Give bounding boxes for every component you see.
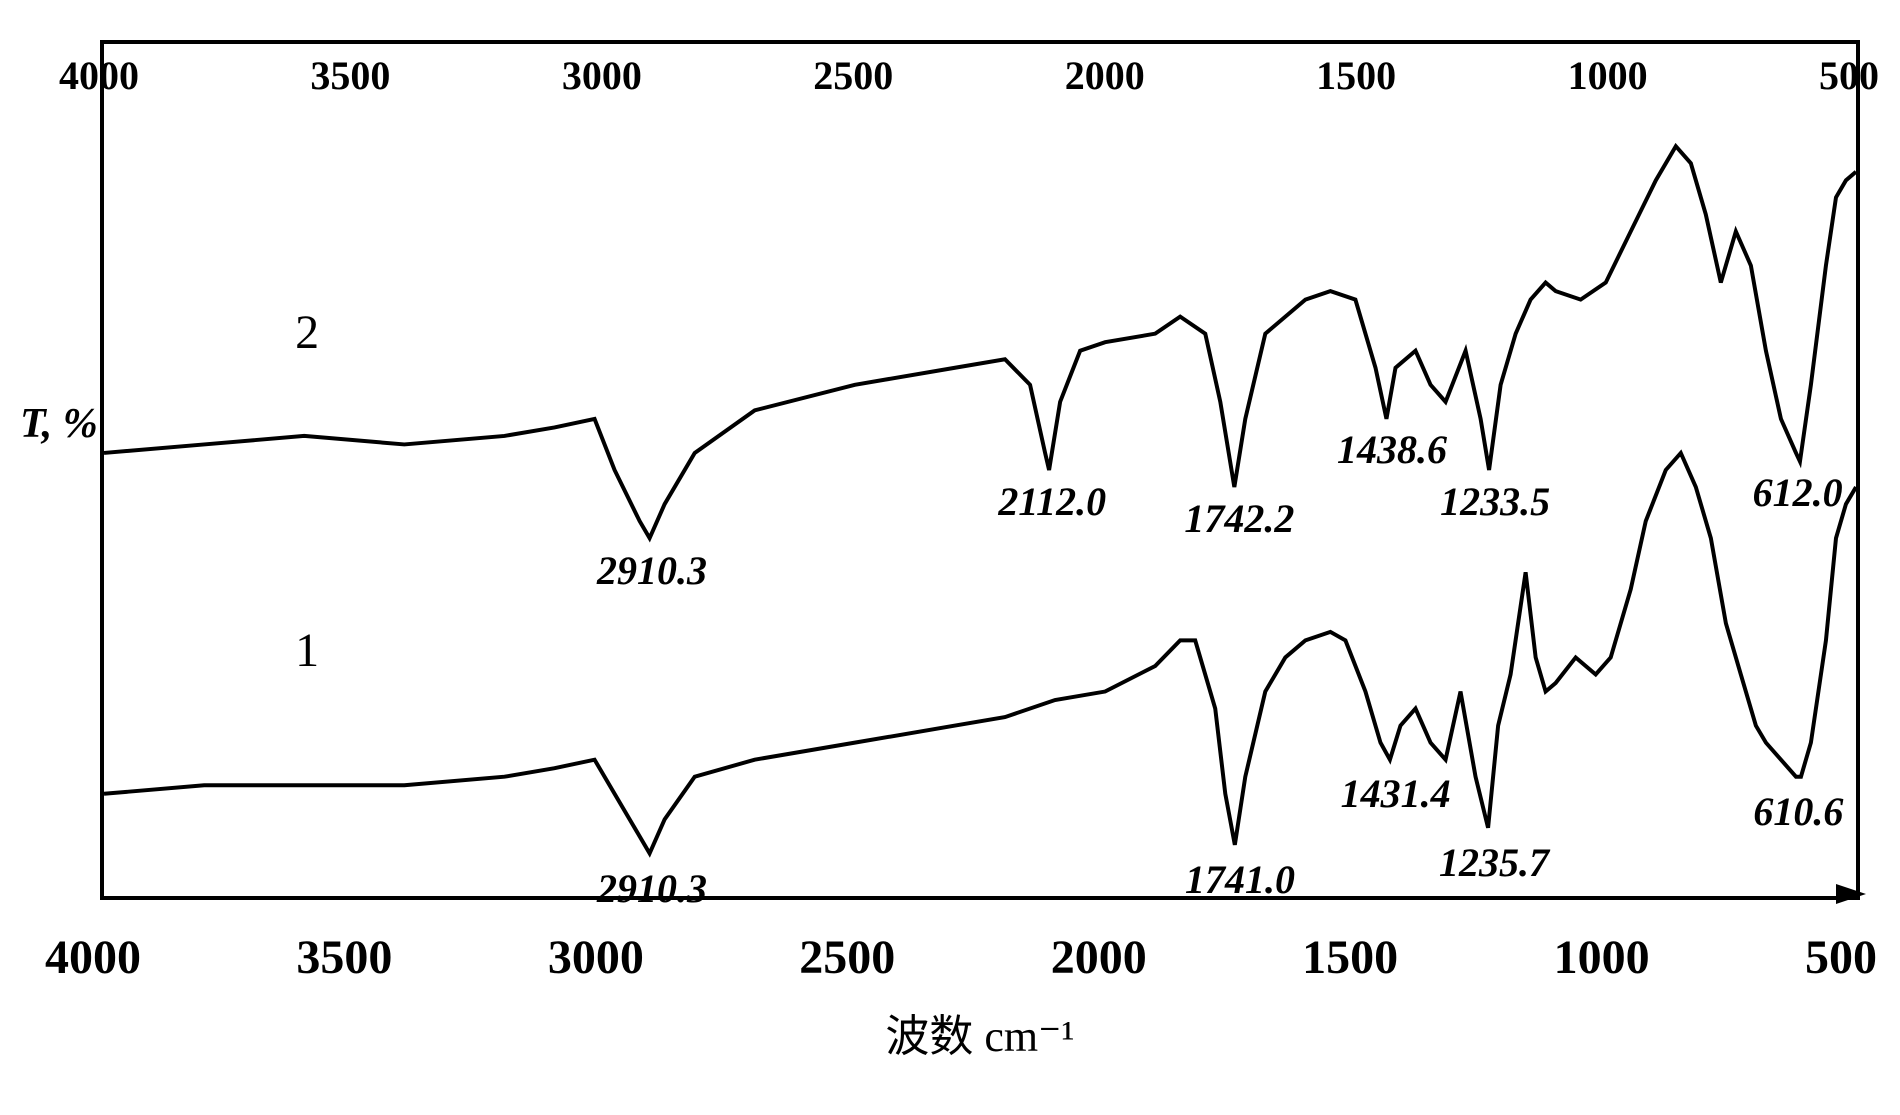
series-label-1: 1 [295,623,319,678]
x-bottom-tick: 2000 [1051,930,1147,985]
x-bottom-tick: 2500 [799,930,895,985]
spectrum-line-1 [104,453,1856,853]
x-top-tick: 500 [1819,52,1879,99]
peak-label: 612.0 [1753,469,1843,516]
spectrum-line-2 [104,146,1856,538]
peak-label: 1438.6 [1337,426,1447,473]
x-axis-label: 波数 cm⁻¹ [100,1000,1860,1064]
peak-label: 2910.3 [597,865,707,912]
x-top-tick: 2000 [1065,52,1145,99]
x-bottom-tick: 3500 [296,930,392,985]
peak-label: 1431.4 [1341,770,1451,817]
chart-plot-area: 4000350030002500200015001000500 2910.321… [100,40,1860,900]
x-top-tick: 4000 [59,52,139,99]
x-top-tick: 1500 [1316,52,1396,99]
y-axis-label: T, % [20,400,98,448]
peak-label: 1235.7 [1439,839,1549,886]
ir-spectrum-svg [104,44,1856,896]
x-bottom-tick: 500 [1805,930,1877,985]
peak-label: 1233.5 [1440,478,1550,525]
x-top-tick: 2500 [813,52,893,99]
x-bottom-tick: 3000 [548,930,644,985]
x-top-tick: 3500 [310,52,390,99]
x-bottom-tick: 1500 [1302,930,1398,985]
peak-label: 610.6 [1753,788,1843,835]
x-bottom-tick: 1000 [1554,930,1650,985]
x-bottom-tick: 4000 [45,930,141,985]
x-top-tick: 3000 [562,52,642,99]
x-top-tick: 1000 [1568,52,1648,99]
peak-label: 2910.3 [597,547,707,594]
peak-label: 1741.0 [1185,856,1295,903]
series-label-2: 2 [295,305,319,360]
peak-label: 1742.2 [1184,495,1294,542]
peak-label: 2112.0 [998,478,1106,525]
x-axis: 4000350030002500200015001000500 波数 cm⁻¹ [100,910,1860,1110]
